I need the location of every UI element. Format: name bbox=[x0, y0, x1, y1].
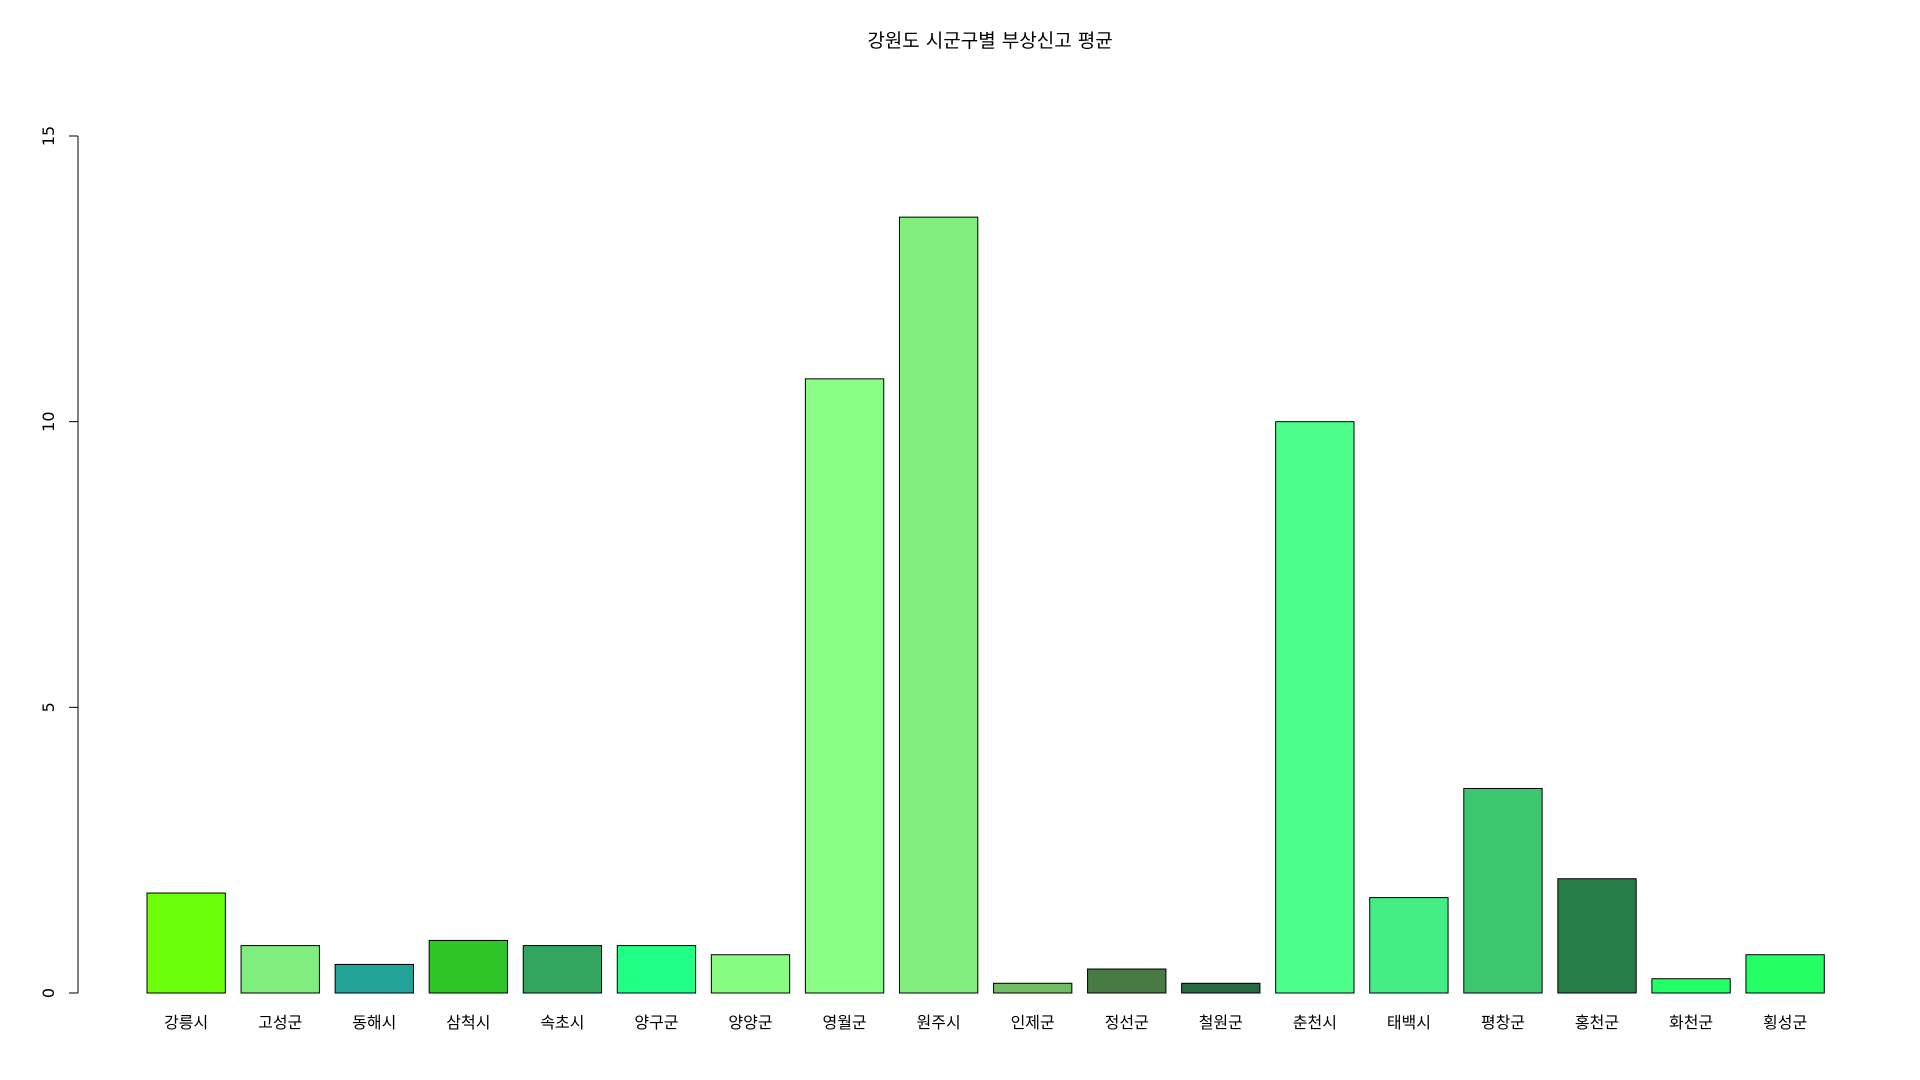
y-tick-label: 0 bbox=[39, 988, 58, 998]
y-tick-label: 10 bbox=[39, 411, 58, 431]
bar bbox=[1087, 968, 1167, 994]
bar bbox=[146, 892, 226, 994]
bar bbox=[428, 939, 509, 994]
bar bbox=[616, 945, 697, 994]
x-tick-label: 화천군 bbox=[1669, 1013, 1713, 1032]
chart-title: 강원도 시군구별 부상신고 평균 bbox=[867, 30, 1112, 52]
x-tick-label: 홍천군 bbox=[1575, 1013, 1619, 1032]
x-tick-label: 횡성군 bbox=[1763, 1013, 1807, 1032]
bar bbox=[1275, 421, 1355, 994]
x-tick-label: 정선군 bbox=[1105, 1013, 1149, 1032]
x-tick-label: 고성군 bbox=[258, 1013, 302, 1032]
bar bbox=[1463, 787, 1543, 994]
bar bbox=[240, 945, 320, 994]
y-tick-label: 5 bbox=[39, 702, 58, 712]
bar bbox=[1181, 982, 1261, 994]
bar bbox=[710, 954, 791, 994]
bar bbox=[1557, 878, 1637, 994]
x-tick-label: 양양군 bbox=[728, 1013, 772, 1032]
x-tick-label: 원주시 bbox=[917, 1013, 961, 1032]
x-tick-label: 동해시 bbox=[352, 1013, 396, 1032]
bar bbox=[522, 945, 603, 994]
bar bbox=[1745, 954, 1825, 994]
x-axis-labels: 강릉시 고성군 동해시 삼척시 속초시 양구군 양양군 영월군 원주시 인제군 정선군 철원군 춘천시 태… bbox=[164, 1013, 1807, 1032]
x-tick-label: 태백시 bbox=[1387, 1013, 1431, 1032]
x-tick-label: 춘천시 bbox=[1293, 1013, 1337, 1032]
x-tick-label: 철원군 bbox=[1199, 1013, 1243, 1032]
bar bbox=[1369, 897, 1449, 994]
bar bbox=[1651, 978, 1731, 994]
x-tick-label: 인제군 bbox=[1011, 1013, 1055, 1032]
y-tick-label: 15 bbox=[39, 126, 58, 146]
bar bbox=[804, 378, 885, 994]
x-tick-label: 양구군 bbox=[634, 1013, 678, 1032]
y-axis: 0 5 10 15 bbox=[39, 126, 79, 998]
x-tick-label: 속초시 bbox=[540, 1013, 584, 1032]
bar bbox=[334, 963, 414, 994]
bar bbox=[993, 982, 1073, 994]
x-tick-label: 강릉시 bbox=[164, 1013, 208, 1032]
bar-series bbox=[146, 216, 1825, 994]
x-tick-label: 삼척시 bbox=[446, 1013, 490, 1032]
x-tick-label: 평창군 bbox=[1481, 1013, 1525, 1032]
bar bbox=[898, 216, 979, 994]
x-tick-label: 영월군 bbox=[822, 1013, 866, 1032]
